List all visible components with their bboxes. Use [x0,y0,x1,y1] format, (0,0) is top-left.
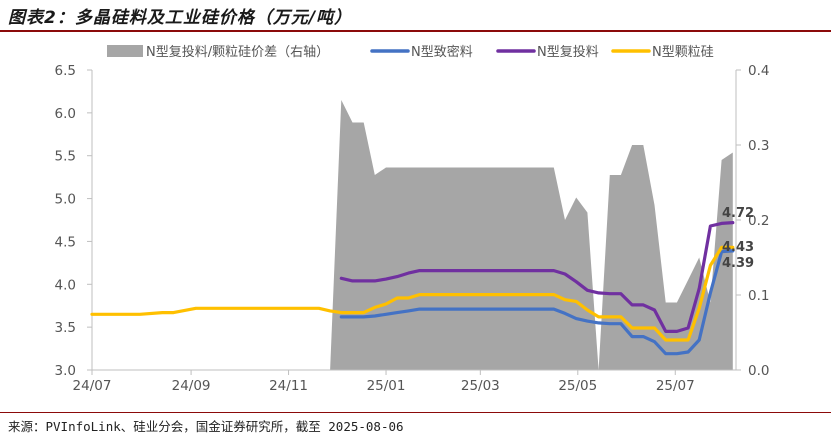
right-tick-label: 0.3 [748,138,769,154]
x-tick-label: 25/01 [367,378,406,394]
legend-swatch [107,45,143,57]
x-tick-label: 25/05 [558,378,597,394]
left-tick-label: 4.0 [55,277,76,293]
x-tick-label: 24/11 [269,378,308,394]
source-divider [0,412,831,413]
series-line [90,245,735,342]
end-value-label: 4.39 [722,256,754,271]
series-line [339,249,735,356]
left-tick-label: 6.5 [55,63,76,79]
left-tick-label: 3.0 [55,363,76,379]
x-tick-label: 25/03 [461,378,500,394]
end-labels-layer: 4.72 4.434.39 [722,206,754,271]
title-divider [0,30,831,32]
legend-label: N型复投料/颗粒硅价差（右轴） [146,44,329,60]
right-tick-label: 0.1 [748,288,769,304]
left-tick-label: 4.5 [55,234,76,250]
spread-area-layer [318,100,733,370]
source-note: 来源：PVInfoLink、硅业分会，国金证券研究所，截至 2025-08-06 [8,419,404,434]
x-tick-label: 24/09 [172,378,211,394]
left-tick-label: 6.0 [55,106,76,122]
left-tick-label: 5.5 [55,149,76,165]
left-tick-label: 5.0 [55,192,76,208]
right-tick-label: 0.2 [748,213,769,229]
axes-layer: 3.0 3.5 4.0 4.5 5.0 5.5 6.0 6.5 0.0 0.1 0.2 0.3 0.4 2… [55,63,770,394]
legend-label: N型致密料 [411,44,473,60]
end-value-label: 4.72 [722,206,754,221]
left-tick-label: 3.5 [55,320,76,336]
series-line [339,221,735,333]
legend-label: N型复投料 [537,44,599,60]
right-tick-label: 0.0 [748,363,769,379]
spread-area [318,100,733,370]
right-tick-label: 0.4 [748,63,769,79]
x-tick-label: 25/07 [656,378,695,394]
end-value-label: 4.43 [722,240,754,255]
legend: N型复投料/颗粒硅价差（右轴） N型致密料 N型复投料 N型颗粒硅 [107,44,714,60]
legend-label: N型颗粒硅 [652,45,714,60]
chart-title: 图表2：多晶硅料及工业硅价格（万元/吨） [8,8,353,28]
x-tick-label: 24/07 [73,378,112,394]
series-lines-layer [90,221,735,356]
